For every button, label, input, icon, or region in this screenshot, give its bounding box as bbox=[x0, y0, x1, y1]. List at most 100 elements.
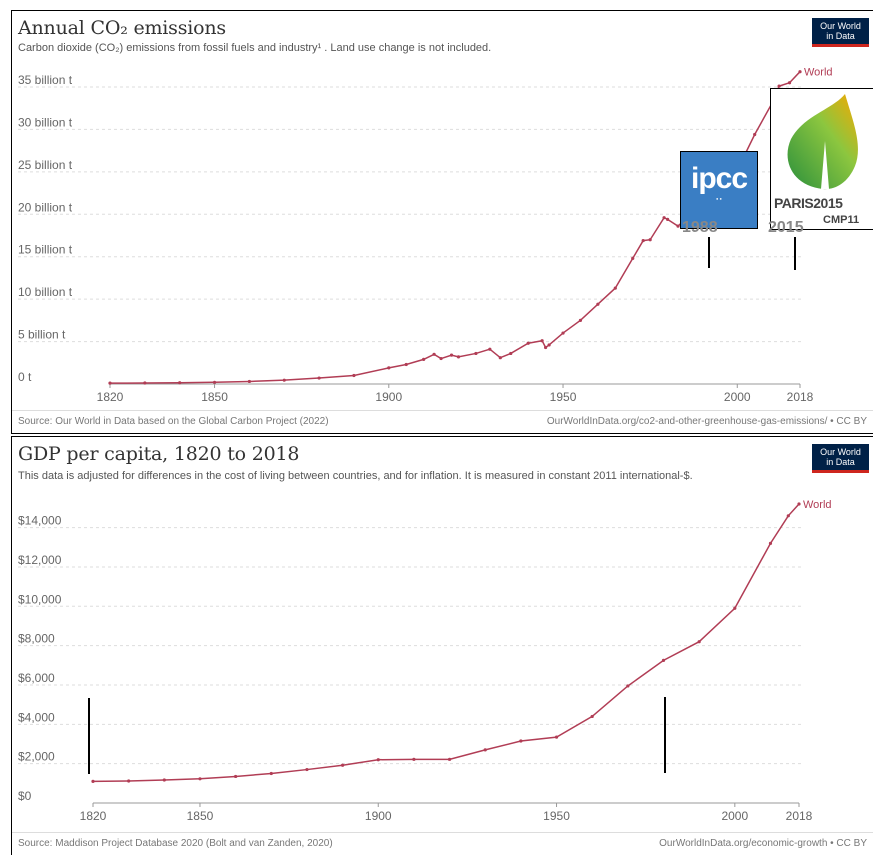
data-point[interactable] bbox=[439, 356, 443, 361]
year-label-1988: 1988 bbox=[682, 219, 718, 236]
chart-footer: Source: Maddison Project Database 2020 (… bbox=[12, 832, 873, 855]
data-point[interactable] bbox=[488, 347, 492, 351]
data-point[interactable] bbox=[422, 357, 426, 361]
data-point[interactable] bbox=[665, 217, 670, 221]
data-point[interactable] bbox=[613, 286, 617, 290]
data-point[interactable] bbox=[798, 70, 802, 74]
data-point[interactable] bbox=[162, 778, 166, 782]
data-point[interactable] bbox=[449, 353, 454, 357]
data-point[interactable] bbox=[631, 256, 635, 260]
logo-line-2: in Data bbox=[826, 31, 855, 41]
x-tick-label: 1820 bbox=[97, 390, 124, 404]
data-point[interactable] bbox=[662, 216, 666, 220]
data-point[interactable] bbox=[340, 763, 345, 767]
gdp-line-chart: $0 $2,000 $4,000 $6,000 $8,000 $10,000 $12,000… bbox=[18, 499, 832, 823]
data-point[interactable] bbox=[596, 302, 600, 306]
data-point[interactable] bbox=[519, 739, 523, 743]
y-tick-label: $12,000 bbox=[18, 553, 62, 567]
data-point[interactable] bbox=[474, 351, 478, 356]
data-point[interactable] bbox=[578, 318, 583, 322]
data-point[interactable] bbox=[234, 774, 238, 779]
data-point[interactable] bbox=[641, 238, 645, 243]
data-point[interactable] bbox=[590, 714, 594, 719]
data-point[interactable] bbox=[797, 502, 801, 506]
data-point[interactable] bbox=[554, 735, 559, 739]
data-point[interactable] bbox=[108, 381, 112, 385]
y-tick-label: $4,000 bbox=[18, 710, 55, 724]
data-point[interactable] bbox=[269, 771, 273, 776]
ipcc-logo: ipcc ● ● bbox=[680, 151, 758, 229]
data-point[interactable] bbox=[544, 345, 548, 350]
source-url[interactable]: OurWorldInData.org/co2-and-other-greenho… bbox=[546, 416, 867, 427]
chart-subtitle: Carbon dioxide (CO₂) emissions from foss… bbox=[18, 42, 492, 54]
co2-chart-panel: Annual CO₂ emissions Carbon dioxide (CO₂… bbox=[11, 10, 873, 434]
logo-line-1: Our World bbox=[820, 21, 861, 31]
x-tick-label: 1950 bbox=[550, 390, 577, 404]
owid-logo[interactable]: Our World in Data bbox=[812, 444, 869, 473]
data-point[interactable] bbox=[768, 541, 773, 545]
data-point[interactable] bbox=[198, 777, 202, 781]
logo-line-1: Our World bbox=[820, 447, 861, 457]
data-point[interactable] bbox=[447, 757, 452, 761]
y-tick-label: $10,000 bbox=[18, 592, 62, 606]
data-point[interactable] bbox=[91, 779, 95, 783]
x-tick-label: 2018 bbox=[786, 809, 813, 823]
data-point[interactable] bbox=[412, 757, 416, 761]
x-tick-label: 1900 bbox=[365, 809, 392, 823]
data-point[interactable] bbox=[561, 331, 565, 335]
data-point[interactable] bbox=[317, 376, 321, 380]
data-point[interactable] bbox=[786, 514, 790, 518]
data-point[interactable] bbox=[143, 381, 147, 385]
y-tick-label: $0 bbox=[18, 789, 32, 803]
data-point[interactable] bbox=[483, 748, 487, 752]
data-point[interactable] bbox=[547, 343, 551, 347]
data-point[interactable] bbox=[753, 132, 757, 137]
data-point[interactable] bbox=[787, 81, 792, 85]
data-point[interactable] bbox=[626, 684, 630, 688]
y-tick-label: $2,000 bbox=[18, 750, 55, 764]
data-point[interactable] bbox=[127, 779, 131, 783]
data-point[interactable] bbox=[387, 366, 391, 370]
data-point[interactable] bbox=[661, 658, 666, 662]
y-tick-label: 35 billion t bbox=[18, 73, 73, 87]
data-point[interactable] bbox=[509, 351, 513, 356]
x-tick-label: 2000 bbox=[724, 390, 751, 404]
series-line-world[interactable] bbox=[92, 503, 800, 783]
marker-line-right bbox=[664, 697, 666, 773]
data-point[interactable] bbox=[456, 355, 461, 359]
source-text: Source: Maddison Project Database 2020 (… bbox=[18, 838, 333, 849]
y-tick-label: $14,000 bbox=[18, 514, 62, 528]
data-point[interactable] bbox=[733, 606, 737, 610]
x-tick-label: 1850 bbox=[187, 809, 214, 823]
y-tick-label: 5 billion t bbox=[18, 328, 66, 342]
data-point[interactable] bbox=[352, 373, 356, 378]
y-tick-label: 0 t bbox=[18, 370, 32, 384]
data-point[interactable] bbox=[305, 767, 309, 772]
y-tick-label: 20 billion t bbox=[18, 200, 73, 214]
data-point[interactable] bbox=[178, 381, 182, 385]
x-tick-label: 1900 bbox=[375, 390, 402, 404]
data-point[interactable] bbox=[648, 238, 652, 242]
data-point[interactable] bbox=[404, 362, 408, 367]
data-point[interactable] bbox=[498, 356, 502, 360]
marker-line-1988 bbox=[708, 237, 710, 268]
data-point[interactable] bbox=[432, 352, 436, 356]
marker-line-2015 bbox=[794, 237, 796, 270]
y-tick-label: 25 billion t bbox=[18, 158, 73, 172]
data-point[interactable] bbox=[376, 758, 380, 762]
series-label: World bbox=[803, 499, 832, 511]
data-point[interactable] bbox=[526, 341, 530, 345]
source-url[interactable]: OurWorldInData.org/economic-growth • CC … bbox=[659, 838, 867, 849]
paris-2015-logo: PARIS2015 CMP11 bbox=[770, 88, 873, 230]
data-point[interactable] bbox=[676, 224, 680, 228]
gdp-chart-panel: GDP per capita, 1820 to 2018 This data i… bbox=[11, 436, 873, 855]
data-point[interactable] bbox=[540, 339, 544, 343]
paris-logo-sub: CMP11 bbox=[823, 214, 860, 226]
data-point[interactable] bbox=[282, 378, 286, 382]
data-point[interactable] bbox=[212, 380, 217, 384]
data-point[interactable] bbox=[247, 379, 251, 384]
data-point[interactable] bbox=[777, 84, 781, 88]
data-point[interactable] bbox=[697, 640, 701, 644]
paris-logo-text: PARIS2015 bbox=[774, 195, 843, 211]
owid-logo[interactable]: Our World in Data bbox=[812, 18, 869, 47]
